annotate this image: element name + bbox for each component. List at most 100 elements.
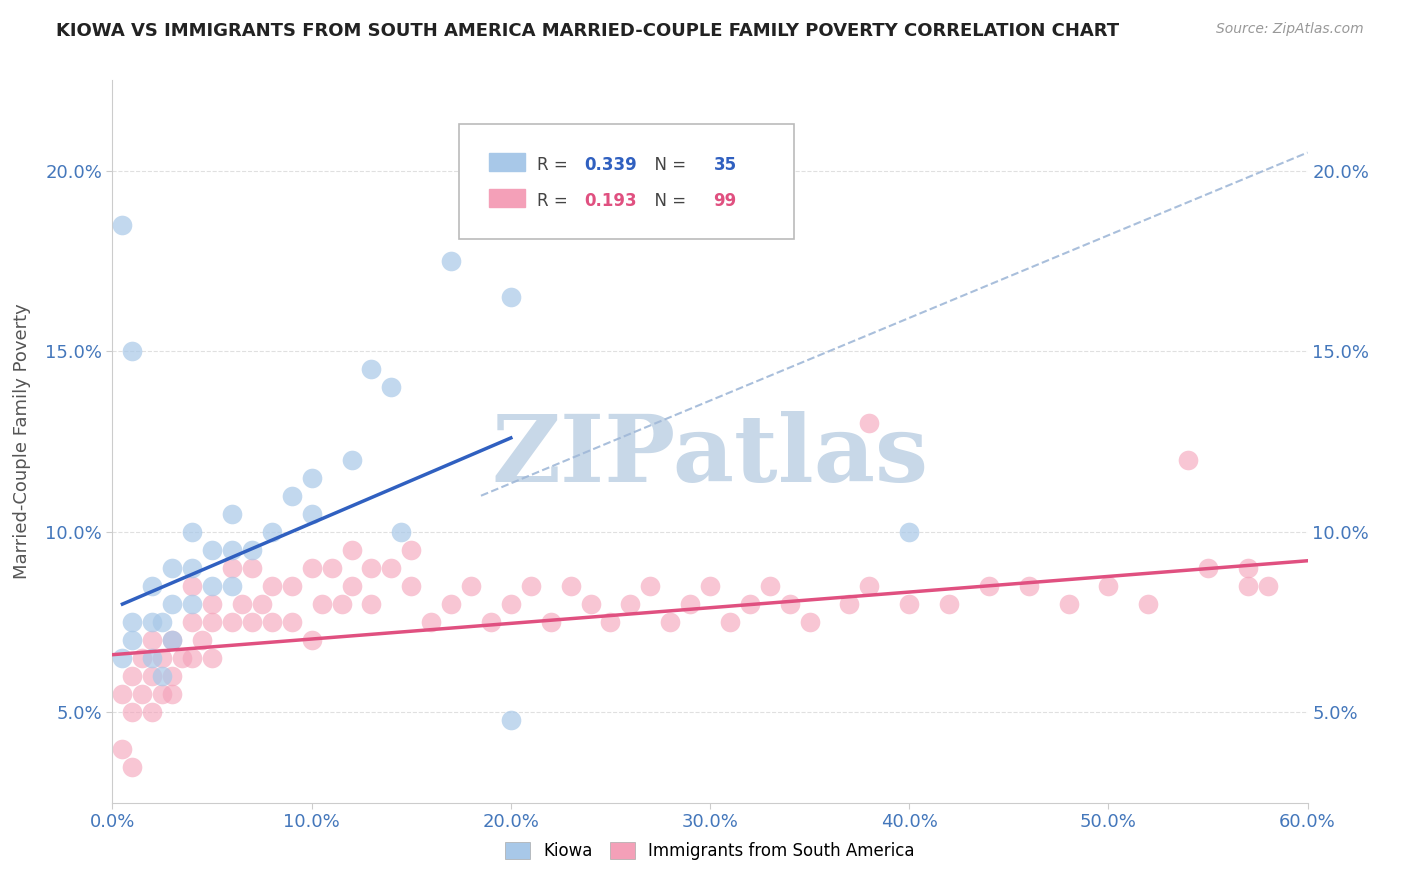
Point: [221, 561, 243, 575]
Point: [898, 597, 921, 611]
Point: [150, 669, 173, 683]
Point: [181, 597, 204, 611]
Point: [640, 579, 662, 593]
Point: [111, 218, 134, 232]
Point: [181, 579, 204, 593]
Point: [141, 706, 163, 720]
Point: [111, 651, 134, 665]
Point: [938, 597, 960, 611]
Point: [460, 579, 482, 593]
Point: [221, 507, 243, 521]
Text: 0.339: 0.339: [585, 156, 637, 174]
Y-axis label: Married-Couple Family Poverty: Married-Couple Family Poverty: [13, 303, 31, 580]
Point: [141, 579, 163, 593]
Point: [121, 669, 143, 683]
Point: [1257, 579, 1279, 593]
Point: [560, 579, 582, 593]
Point: [479, 615, 502, 630]
Point: [679, 597, 702, 611]
Point: [121, 633, 143, 648]
Point: [181, 615, 204, 630]
Point: [181, 524, 204, 539]
Point: [201, 651, 224, 665]
Point: [260, 615, 283, 630]
Point: [162, 669, 183, 683]
Point: [162, 561, 183, 575]
Point: [240, 561, 263, 575]
Point: [659, 615, 682, 630]
Point: [340, 579, 363, 593]
Point: [162, 633, 183, 648]
Point: [799, 615, 821, 630]
Point: [898, 524, 921, 539]
Text: ZIPatlas: ZIPatlas: [492, 411, 928, 501]
Point: [131, 687, 153, 701]
Point: [260, 579, 283, 593]
Point: [1057, 597, 1080, 611]
Point: [1197, 561, 1219, 575]
Bar: [489, 153, 524, 170]
Point: [1018, 579, 1040, 593]
Point: [301, 561, 323, 575]
Point: [401, 579, 423, 593]
Point: [759, 579, 782, 593]
Point: [141, 615, 163, 630]
Text: N =: N =: [644, 193, 692, 211]
Point: [599, 615, 621, 630]
Point: [150, 651, 173, 665]
Point: [340, 542, 363, 557]
Point: [1237, 561, 1260, 575]
Point: [977, 579, 1000, 593]
Point: [440, 597, 463, 611]
Point: [141, 651, 163, 665]
Point: [181, 561, 204, 575]
Point: [121, 615, 143, 630]
Point: [281, 489, 304, 503]
Point: [221, 579, 243, 593]
Text: 35: 35: [714, 156, 737, 174]
Point: [162, 687, 183, 701]
Point: [141, 669, 163, 683]
Point: [858, 579, 880, 593]
Point: [240, 542, 263, 557]
Point: [181, 651, 204, 665]
Point: [221, 615, 243, 630]
Bar: [489, 188, 524, 207]
Text: Source: ZipAtlas.com: Source: ZipAtlas.com: [1216, 22, 1364, 37]
Point: [301, 507, 323, 521]
Point: [121, 760, 143, 774]
Point: [231, 597, 253, 611]
Point: [191, 633, 214, 648]
Point: [1177, 452, 1199, 467]
Point: [540, 615, 562, 630]
Point: [111, 687, 134, 701]
Point: [260, 524, 283, 539]
Point: [619, 597, 641, 611]
Point: [281, 579, 304, 593]
Text: R =: R =: [537, 156, 572, 174]
Point: [281, 615, 304, 630]
Point: [131, 651, 153, 665]
Point: [121, 344, 143, 359]
FancyBboxPatch shape: [458, 124, 794, 239]
Point: [1137, 597, 1160, 611]
Point: [440, 253, 463, 268]
Point: [150, 615, 173, 630]
Point: [201, 542, 224, 557]
Text: 99: 99: [714, 193, 737, 211]
Text: KIOWA VS IMMIGRANTS FROM SOUTH AMERICA MARRIED-COUPLE FAMILY POVERTY CORRELATION: KIOWA VS IMMIGRANTS FROM SOUTH AMERICA M…: [56, 22, 1119, 40]
Point: [360, 597, 382, 611]
Point: [201, 615, 224, 630]
Point: [340, 452, 363, 467]
Point: [172, 651, 194, 665]
Point: [240, 615, 263, 630]
Point: [420, 615, 443, 630]
Text: N =: N =: [644, 156, 692, 174]
Point: [250, 597, 273, 611]
Point: [150, 687, 173, 701]
Point: [499, 290, 522, 304]
Point: [121, 706, 143, 720]
Point: [321, 561, 343, 575]
Text: R =: R =: [537, 193, 572, 211]
Point: [162, 633, 183, 648]
